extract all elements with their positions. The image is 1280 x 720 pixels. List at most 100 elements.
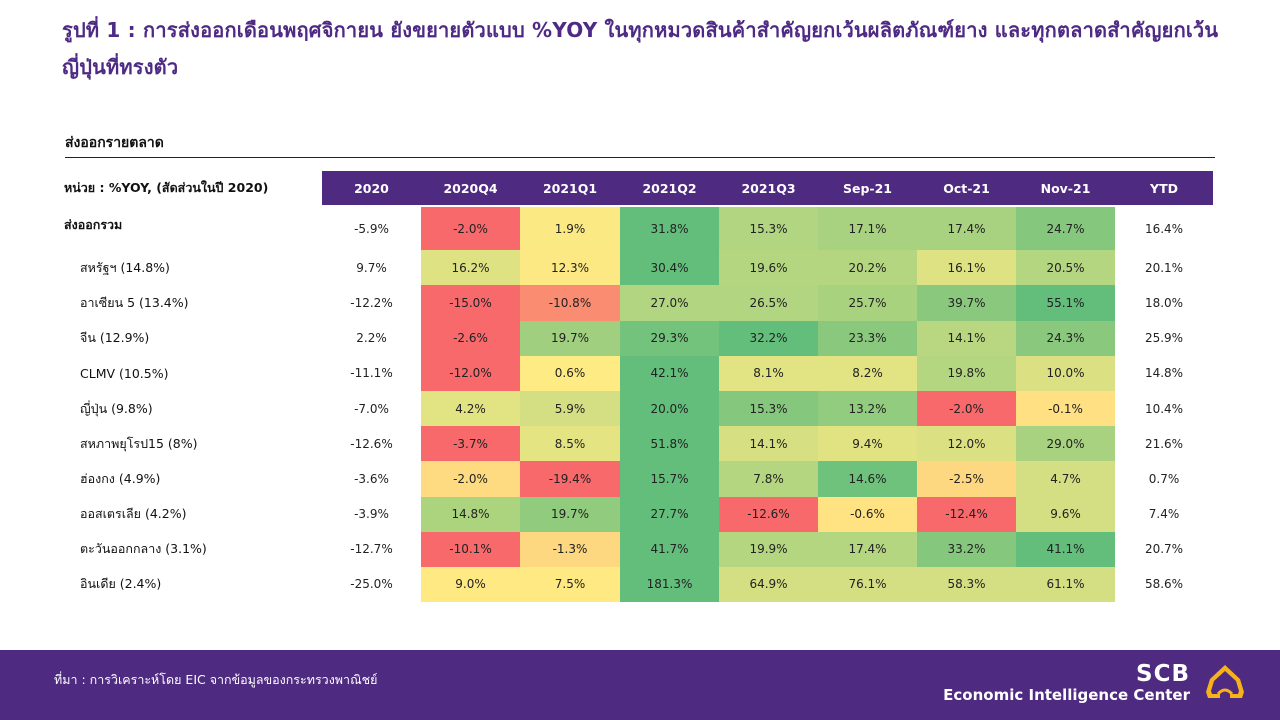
value-cell-ytd: 58.6% [1115,566,1213,603]
heat-cell: 24.7% [1016,207,1115,251]
heat-cell: 32.2% [719,320,818,356]
heat-cell: 14.6% [818,461,917,497]
heat-cell: 4.7% [1016,461,1115,497]
heat-cell: -0.6% [818,496,917,532]
column-header: 2021Q2 [620,171,719,205]
heat-cell: -10.8% [520,285,620,321]
row-label: ตะวันออกกลาง (3.1%) [80,541,207,557]
section-title: ส่งออกรายตลาด [65,135,164,151]
value-cell-2020: -12.2% [322,285,421,321]
heatmap-body: ส่งออกรวม -5.9% -2.0% 1.9% 31.8% 15.3% 17.1% 17… [60,207,1213,603]
brand-bottom: Economic Intelligence Center [943,686,1190,704]
heat-cell: -15.0% [421,285,520,321]
heat-cell: -2.6% [421,320,520,356]
heat-cell: 4.2% [421,390,520,427]
heat-cell: 12.3% [520,250,620,286]
heat-cell: 14.8% [421,496,520,532]
row-label: ออสเตรเลีย (4.2%) [80,506,187,522]
heat-cell: 30.4% [620,250,719,286]
heat-cell: 0.6% [520,355,620,391]
heat-cell: -10.1% [421,531,520,567]
footer-bar: ที่มา : การวิเคราะห์โดย EIC จากข้อมูลของ… [0,650,1280,720]
value-cell-ytd: 7.4% [1115,496,1213,532]
section-divider [65,157,1215,158]
value-cell-ytd: 20.1% [1115,250,1213,286]
heat-cell: 19.7% [520,320,620,356]
heat-cell: 61.1% [1016,566,1115,603]
heat-cell: 33.2% [917,531,1016,567]
header-row: หน่วย : %YOY, (สัดส่วนในปี 2020) 2020 20… [60,171,1213,205]
column-header: 2021Q1 [520,171,620,205]
row-label: ญี่ปุ่น (9.8%) [80,400,153,416]
heat-cell: 15.3% [719,207,818,251]
heat-cell: 31.8% [620,207,719,251]
table-row: จีน (12.9%) 2.2% -2.6% 19.7% 29.3% 32.2% 23.3%… [60,320,1213,356]
value-cell-ytd: 18.0% [1115,285,1213,321]
figure-title: รูปที่ 1 : การส่งออกเดือนพฤศจิกายน ยังขย… [62,18,1219,79]
heat-cell: 20.0% [620,390,719,427]
heat-cell: 9.0% [421,566,520,603]
table-row: ออสเตรเลีย (4.2%) -3.9% 14.8% 19.7% 27.7% -12… [60,496,1213,532]
heat-cell: 14.1% [719,426,818,462]
heat-cell: 26.5% [719,285,818,321]
heat-cell: -2.0% [917,390,1016,427]
column-header: 2020 [322,171,421,205]
row-label: CLMV (10.5%) [80,365,169,381]
heat-cell: 10.0% [1016,355,1115,391]
column-header: Sep-21 [818,171,917,205]
column-header: Oct-21 [917,171,1016,205]
heat-cell: 17.4% [818,531,917,567]
value-cell-2020: -12.6% [322,426,421,462]
table-row: สหภาพยุโรป15 (8%) -12.6% -3.7% 8.5% 51.8% 14.… [60,426,1213,462]
heat-cell: 8.2% [818,355,917,391]
heat-cell: 27.7% [620,496,719,532]
heat-cell: 13.2% [818,390,917,427]
heat-cell: 29.0% [1016,426,1115,462]
heat-cell: 8.5% [520,426,620,462]
value-cell-2020: -12.7% [322,531,421,567]
row-label: จีน (12.9%) [80,330,150,346]
heat-cell: 5.9% [520,390,620,427]
heat-cell: 27.0% [620,285,719,321]
column-header: Nov-21 [1016,171,1115,205]
row-label: ส่งออกรวม [64,217,123,232]
heat-cell: 16.2% [421,250,520,286]
heat-cell: 9.6% [1016,496,1115,532]
heat-cell: 20.2% [818,250,917,286]
heat-cell: 20.5% [1016,250,1115,286]
table-row: ตะวันออกกลาง (3.1%) -12.7% -10.1% -1.3% 41.7… [60,531,1213,567]
heat-cell: 15.3% [719,390,818,427]
column-header: 2021Q3 [719,171,818,205]
heat-cell: -12.6% [719,496,818,532]
table-row: ส่งออกรวม -5.9% -2.0% 1.9% 31.8% 15.3% 17.1% 17… [60,207,1213,251]
heat-cell: 58.3% [917,566,1016,603]
heat-cell: -0.1% [1016,390,1115,427]
value-cell-ytd: 10.4% [1115,390,1213,427]
heat-cell: -3.7% [421,426,520,462]
heat-cell: 181.3% [620,566,719,603]
table-row: สหรัฐฯ (14.8%) 9.7% 16.2% 12.3% 30.4% 19.6% 20… [60,250,1213,286]
heat-cell: 15.7% [620,461,719,497]
value-cell-ytd: 25.9% [1115,320,1213,356]
table-row: อาเซียน 5 (13.4%) -12.2% -15.0% -10.8% 27.0%… [60,285,1213,321]
heat-cell: -1.3% [520,531,620,567]
heat-cell: 23.3% [818,320,917,356]
value-cell-ytd: 21.6% [1115,426,1213,462]
heat-cell: 17.4% [917,207,1016,251]
value-cell-2020: -3.6% [322,461,421,497]
value-cell-ytd: 20.7% [1115,531,1213,567]
value-cell-2020: 2.2% [322,320,421,356]
heat-cell: 19.6% [719,250,818,286]
heat-cell: -2.0% [421,461,520,497]
table-row: ฮ่องกง (4.9%) -3.6% -2.0% -19.4% 15.7% 7.8% 14… [60,461,1213,497]
value-cell-2020: -7.0% [322,390,421,427]
heat-cell: 64.9% [719,566,818,603]
table-row: CLMV (10.5%) -11.1% -12.0% 0.6% 42.1% 8.1% 8.2… [60,355,1213,391]
heat-cell: 29.3% [620,320,719,356]
brand-logo-text: SCB Economic Intelligence Center [943,662,1190,704]
heat-cell: 17.1% [818,207,917,251]
scb-logo-icon [1206,665,1244,698]
heat-cell: -12.0% [421,355,520,391]
heat-cell: 25.7% [818,285,917,321]
heat-cell: 8.1% [719,355,818,391]
